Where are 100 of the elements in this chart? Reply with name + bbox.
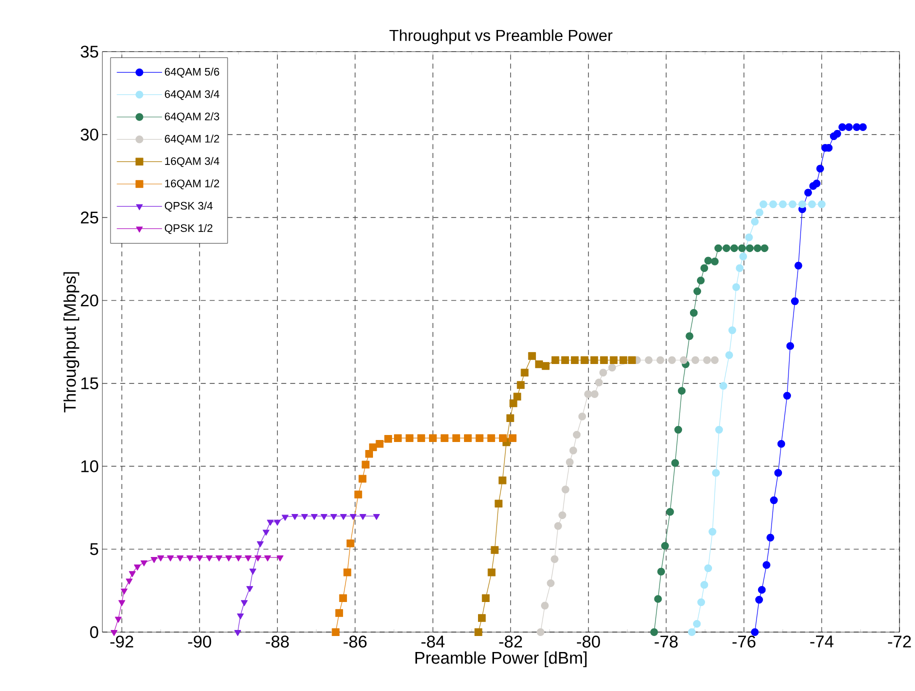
point xyxy=(600,356,608,364)
point xyxy=(509,400,518,408)
point xyxy=(235,556,242,562)
point xyxy=(710,258,719,266)
point xyxy=(666,508,674,516)
point xyxy=(688,628,696,636)
point xyxy=(196,556,203,562)
point xyxy=(750,628,759,636)
point xyxy=(558,511,566,520)
point xyxy=(703,356,711,364)
x-tick-label: -74 xyxy=(810,636,834,648)
point xyxy=(756,208,764,217)
point xyxy=(755,596,763,604)
point xyxy=(584,390,592,398)
point xyxy=(738,244,746,252)
legend-label: 64QAM 5/6 xyxy=(164,68,220,78)
point xyxy=(725,351,734,360)
point xyxy=(754,244,762,252)
point xyxy=(335,609,344,618)
x-tick-label: -84 xyxy=(421,636,445,648)
point xyxy=(628,356,636,364)
point xyxy=(561,356,569,364)
point xyxy=(569,446,578,455)
point xyxy=(599,368,608,377)
y-tick-label: 30 xyxy=(80,128,98,141)
point xyxy=(859,123,867,132)
point xyxy=(783,392,791,400)
point xyxy=(186,556,194,562)
legend-label: QPSK 3/4 xyxy=(164,202,213,212)
point xyxy=(487,434,496,442)
point xyxy=(354,490,362,498)
point xyxy=(690,309,698,317)
legend-label: 64QAM 2/3 xyxy=(164,112,220,122)
point xyxy=(126,578,133,585)
x-tick-label: -78 xyxy=(654,636,678,648)
point xyxy=(498,476,506,484)
point xyxy=(778,200,787,208)
point xyxy=(566,458,574,466)
point xyxy=(276,556,284,562)
point xyxy=(339,594,347,602)
point xyxy=(595,378,603,387)
point xyxy=(777,440,786,448)
point xyxy=(758,586,766,594)
point xyxy=(310,514,318,520)
point xyxy=(786,342,794,350)
point xyxy=(686,332,694,340)
point xyxy=(157,556,164,562)
point xyxy=(262,530,270,536)
point xyxy=(244,556,252,562)
point xyxy=(661,542,669,550)
point xyxy=(249,568,256,575)
point xyxy=(550,555,558,564)
point xyxy=(590,390,599,398)
point xyxy=(546,579,555,588)
point xyxy=(384,435,392,443)
point xyxy=(712,469,720,477)
point xyxy=(710,356,719,364)
point xyxy=(833,130,842,138)
point xyxy=(429,434,437,442)
x-tick-label: -86 xyxy=(344,636,367,648)
point xyxy=(256,541,264,548)
point xyxy=(770,496,778,504)
point xyxy=(746,244,754,252)
legend-label: 16QAM 1/2 xyxy=(165,179,220,190)
legend-label: 16QAM 3/4 xyxy=(165,157,220,168)
x-tick-label: -76 xyxy=(732,636,756,648)
point xyxy=(516,381,525,390)
y-tick-label: 35 xyxy=(80,46,98,58)
point xyxy=(359,514,366,520)
point xyxy=(291,514,298,520)
y-tick-label: 5 xyxy=(90,543,98,556)
point xyxy=(482,594,490,602)
point xyxy=(452,434,460,442)
point xyxy=(128,571,136,578)
point xyxy=(167,556,174,562)
point xyxy=(760,244,768,252)
point xyxy=(394,434,402,442)
x-tick-label: -90 xyxy=(188,636,212,648)
point xyxy=(570,356,579,364)
point xyxy=(513,392,522,401)
chart-title: Throughput vs Preamble Power xyxy=(389,29,612,44)
point xyxy=(118,600,126,606)
point xyxy=(240,600,248,606)
point xyxy=(528,352,536,360)
point xyxy=(798,200,806,208)
point xyxy=(816,164,824,173)
point xyxy=(206,556,213,562)
point xyxy=(369,443,377,452)
point xyxy=(700,264,708,272)
point xyxy=(358,474,366,483)
point xyxy=(150,557,158,564)
point xyxy=(417,434,426,442)
point xyxy=(373,514,380,520)
point xyxy=(350,514,357,520)
y-tick-label: 25 xyxy=(80,212,98,224)
point xyxy=(216,556,222,562)
point xyxy=(730,244,738,252)
point xyxy=(114,616,122,623)
point xyxy=(234,630,242,636)
point xyxy=(176,556,184,562)
